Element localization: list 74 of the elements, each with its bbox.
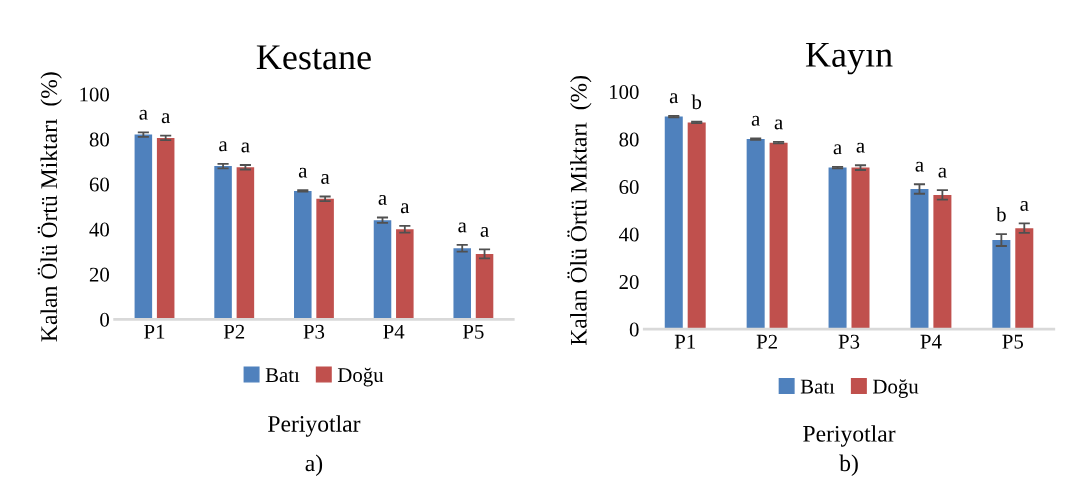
x-axis-title: Periyotlar xyxy=(803,425,896,447)
legend-label: Batı xyxy=(265,368,300,383)
bar xyxy=(992,240,1011,330)
text: a) xyxy=(305,454,323,477)
data-label: a xyxy=(139,109,148,120)
legend-label: Doğu xyxy=(337,367,384,387)
bar xyxy=(746,139,765,330)
bar xyxy=(316,198,334,320)
data-label: a xyxy=(400,203,410,214)
x-tick-label: P2 xyxy=(756,334,777,349)
y-axis-title: Kalan Ölü Örtü Miktarı (%) xyxy=(37,72,62,342)
data-label: a xyxy=(833,144,842,155)
y-tick-label: 0 xyxy=(629,322,639,337)
y-tick-label: 60 xyxy=(619,179,639,195)
data-label: a xyxy=(915,161,924,172)
x-axis-title: Periyotlar xyxy=(268,415,361,437)
data-label: a xyxy=(161,113,171,124)
legend-label: Doğu xyxy=(873,379,919,398)
bar xyxy=(236,167,255,320)
x-tick-label: P4 xyxy=(383,324,405,339)
bar xyxy=(294,190,312,320)
y-tick-label: 0 xyxy=(100,312,109,327)
bar xyxy=(828,167,847,330)
data-label: a xyxy=(321,173,330,184)
data-label: b xyxy=(996,206,1006,222)
x-tick-label: P5 xyxy=(462,324,484,339)
bar xyxy=(664,116,683,330)
y-tick-label: 100 xyxy=(80,87,109,102)
data-label: a xyxy=(241,142,250,153)
x-tick-label: P2 xyxy=(223,324,245,339)
bar xyxy=(214,166,232,320)
data-label: a xyxy=(669,93,679,104)
x-tick-label: P4 xyxy=(920,334,942,349)
x-tick-label: P5 xyxy=(1002,334,1024,349)
chart-title: Kestane xyxy=(256,45,371,70)
x-tick-label: P3 xyxy=(303,324,325,339)
legend-label: Batı xyxy=(800,379,835,394)
x-tick-label: P3 xyxy=(838,334,860,349)
y-tick-label: 20 xyxy=(89,267,109,282)
data-label: a xyxy=(458,222,467,233)
y-tick-label: 80 xyxy=(89,132,109,147)
data-label: a xyxy=(774,119,783,130)
y-tick-label: 60 xyxy=(89,177,109,192)
data-label: b xyxy=(691,94,702,110)
chart-title: Kayın xyxy=(805,42,893,75)
y-axis-title: Kalan Ölü Örtü Miktarı (%) xyxy=(567,76,592,346)
data-label: a xyxy=(938,167,947,178)
bar xyxy=(156,137,175,320)
bar xyxy=(475,253,494,320)
y-tick-label: 20 xyxy=(619,275,639,290)
bar xyxy=(1015,228,1034,330)
data-label: a xyxy=(219,141,228,152)
data-label: a xyxy=(856,142,865,153)
data-label: a xyxy=(298,167,308,178)
bar xyxy=(851,167,870,330)
bar xyxy=(373,220,392,320)
y-tick-label: 40 xyxy=(89,222,109,237)
bar xyxy=(687,122,706,330)
bar xyxy=(910,188,929,330)
x-tick-label: P1 xyxy=(144,324,165,339)
data-label: a xyxy=(378,194,387,205)
y-tick-label: 40 xyxy=(618,227,639,242)
bar xyxy=(134,134,153,320)
bar xyxy=(769,142,788,330)
text: b) xyxy=(839,454,858,477)
bar xyxy=(933,194,952,330)
data-label: a xyxy=(1020,200,1029,211)
y-tick-label: 80 xyxy=(619,132,639,147)
data-label: a xyxy=(480,226,489,237)
bar xyxy=(396,229,414,320)
bar xyxy=(453,248,471,320)
data-label: a xyxy=(751,115,760,126)
y-tick-label: 100 xyxy=(610,84,639,100)
x-tick-label: P1 xyxy=(674,334,695,349)
